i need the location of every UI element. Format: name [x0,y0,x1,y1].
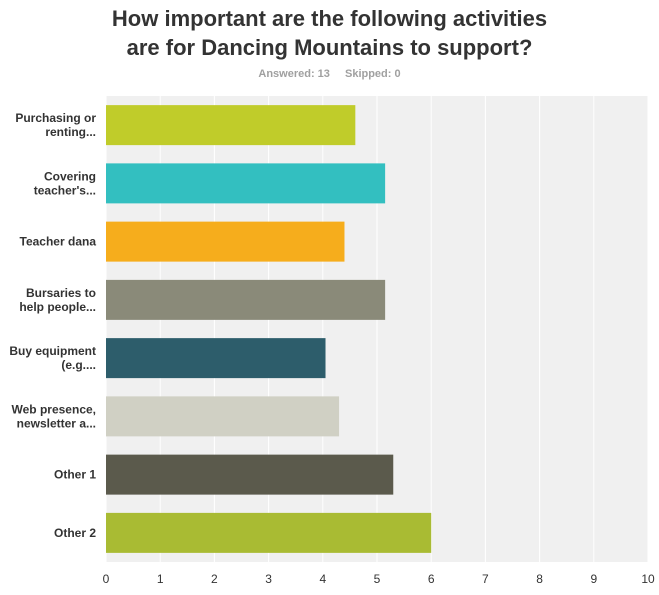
bar [106,221,345,262]
x-tick-label: 5 [374,572,381,586]
category-label: Teacher dana [20,235,97,249]
category-label: (e.g.... [61,358,96,372]
x-tick-label: 10 [641,572,655,586]
bar [106,454,394,495]
category-label: Other 2 [54,526,96,540]
category-label: help people... [19,300,96,314]
chart-title-line-2: are for Dancing Mountains to support? [126,35,533,60]
x-tick-label: 4 [319,572,326,586]
bar [106,512,432,553]
chart-title: How important are the following activiti… [0,4,659,62]
bar [106,396,340,437]
category-label: Bursaries to [26,286,96,300]
bar [106,338,326,379]
skipped-count: Skipped: 0 [344,68,401,80]
x-tick-label: 6 [428,572,435,586]
bar [106,279,386,320]
category-label: Purchasing or [15,111,96,125]
x-tick-label: 0 [103,572,110,586]
x-tick-label: 8 [536,572,543,586]
bar [106,163,386,204]
bar [106,105,356,146]
category-label: renting... [45,125,96,139]
x-tick-label: 3 [265,572,272,586]
category-label: Covering [44,169,96,183]
x-tick-label: 7 [482,572,489,586]
category-label: newsletter a... [17,416,96,430]
chart-title-line-1: How important are the following activiti… [111,6,548,31]
x-tick-label: 2 [211,572,218,586]
answered-count: Answered: 13 [258,68,330,80]
category-label: Web presence, [12,402,96,416]
x-tick-label: 9 [590,572,597,586]
category-label: teacher's... [34,183,96,197]
category-label: Other 1 [54,468,96,482]
response-stats: Answered: 13 Skipped: 0 [0,68,659,80]
category-label: Buy equipment [9,344,96,358]
x-tick-label: 1 [157,572,164,586]
